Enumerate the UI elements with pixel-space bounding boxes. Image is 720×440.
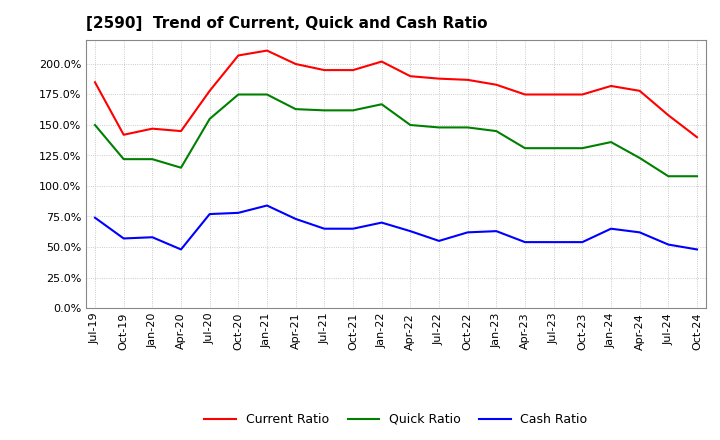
- Quick Ratio: [521, 146, 529, 151]
- Quick Ratio: [292, 106, 300, 112]
- Quick Ratio: [664, 174, 672, 179]
- Quick Ratio: [205, 116, 214, 121]
- Cash Ratio: [578, 239, 587, 245]
- Current Ratio: [205, 88, 214, 93]
- Quick Ratio: [549, 146, 558, 151]
- Quick Ratio: [492, 128, 500, 134]
- Current Ratio: [234, 53, 243, 58]
- Line: Current Ratio: Current Ratio: [95, 51, 697, 137]
- Quick Ratio: [377, 102, 386, 107]
- Cash Ratio: [176, 247, 185, 252]
- Current Ratio: [406, 73, 415, 79]
- Quick Ratio: [320, 108, 328, 113]
- Quick Ratio: [234, 92, 243, 97]
- Quick Ratio: [435, 125, 444, 130]
- Cash Ratio: [292, 216, 300, 222]
- Line: Quick Ratio: Quick Ratio: [95, 95, 697, 176]
- Quick Ratio: [607, 139, 616, 145]
- Current Ratio: [348, 67, 357, 73]
- Quick Ratio: [578, 146, 587, 151]
- Cash Ratio: [91, 215, 99, 220]
- Cash Ratio: [234, 210, 243, 216]
- Current Ratio: [176, 128, 185, 134]
- Cash Ratio: [635, 230, 644, 235]
- Cash Ratio: [549, 239, 558, 245]
- Cash Ratio: [320, 226, 328, 231]
- Quick Ratio: [176, 165, 185, 170]
- Current Ratio: [320, 67, 328, 73]
- Cash Ratio: [120, 236, 128, 241]
- Cash Ratio: [664, 242, 672, 247]
- Line: Cash Ratio: Cash Ratio: [95, 205, 697, 249]
- Quick Ratio: [91, 122, 99, 128]
- Current Ratio: [263, 48, 271, 53]
- Current Ratio: [578, 92, 587, 97]
- Cash Ratio: [464, 230, 472, 235]
- Cash Ratio: [377, 220, 386, 225]
- Cash Ratio: [348, 226, 357, 231]
- Current Ratio: [664, 113, 672, 118]
- Current Ratio: [464, 77, 472, 82]
- Quick Ratio: [464, 125, 472, 130]
- Current Ratio: [693, 135, 701, 140]
- Current Ratio: [148, 126, 157, 131]
- Cash Ratio: [406, 228, 415, 234]
- Quick Ratio: [148, 157, 157, 162]
- Legend: Current Ratio, Quick Ratio, Cash Ratio: Current Ratio, Quick Ratio, Cash Ratio: [199, 407, 593, 431]
- Current Ratio: [521, 92, 529, 97]
- Current Ratio: [120, 132, 128, 137]
- Current Ratio: [292, 61, 300, 66]
- Cash Ratio: [693, 247, 701, 252]
- Current Ratio: [91, 80, 99, 85]
- Current Ratio: [635, 88, 644, 93]
- Cash Ratio: [263, 203, 271, 208]
- Cash Ratio: [148, 235, 157, 240]
- Current Ratio: [377, 59, 386, 64]
- Current Ratio: [435, 76, 444, 81]
- Quick Ratio: [406, 122, 415, 128]
- Current Ratio: [549, 92, 558, 97]
- Quick Ratio: [263, 92, 271, 97]
- Cash Ratio: [205, 211, 214, 216]
- Text: [2590]  Trend of Current, Quick and Cash Ratio: [2590] Trend of Current, Quick and Cash …: [86, 16, 488, 32]
- Quick Ratio: [635, 155, 644, 161]
- Cash Ratio: [521, 239, 529, 245]
- Current Ratio: [492, 82, 500, 88]
- Cash Ratio: [435, 238, 444, 244]
- Cash Ratio: [607, 226, 616, 231]
- Quick Ratio: [693, 174, 701, 179]
- Cash Ratio: [492, 228, 500, 234]
- Quick Ratio: [120, 157, 128, 162]
- Quick Ratio: [348, 108, 357, 113]
- Current Ratio: [607, 83, 616, 88]
